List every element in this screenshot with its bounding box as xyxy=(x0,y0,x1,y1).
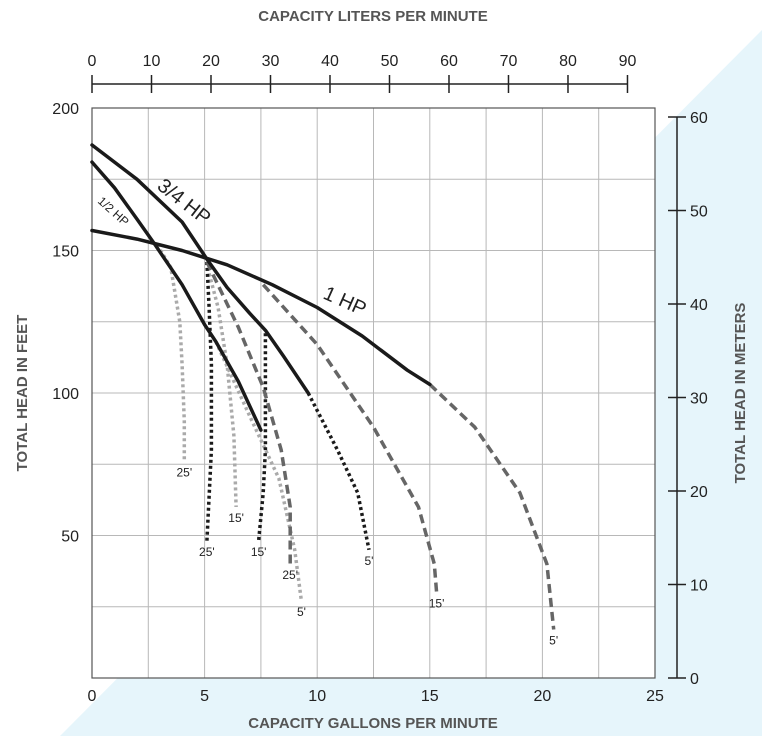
x-tick-label: 5 xyxy=(200,688,209,705)
top-tick-label: 40 xyxy=(321,53,339,70)
left-axis: 50 100 150 200 xyxy=(52,101,79,546)
y-axis-title-left: TOTAL HEAD IN FEET xyxy=(14,315,31,472)
extension-end-label: 15' xyxy=(228,511,244,525)
extension-end-label: 5' xyxy=(365,554,374,568)
extension-lines xyxy=(155,243,556,630)
extension-end-label: 25' xyxy=(199,545,215,559)
extension-line xyxy=(214,340,304,602)
extension-line xyxy=(261,283,439,593)
bottom-axis: 0 5 10 15 20 25 xyxy=(88,688,664,705)
top-tick-label: 70 xyxy=(500,53,518,70)
grid xyxy=(92,108,655,678)
extension-end-label: 25' xyxy=(177,465,193,479)
x-tick-label: 25 xyxy=(646,688,664,705)
right-tick-label: 10 xyxy=(690,577,708,594)
series-line xyxy=(90,228,432,387)
extension-line xyxy=(155,243,187,462)
right-tick-label: 50 xyxy=(690,203,708,220)
top-tick-label: 0 xyxy=(88,53,97,70)
y-tick-label: 200 xyxy=(52,101,79,118)
y-tick-label: 100 xyxy=(52,386,79,403)
series-line xyxy=(90,160,263,432)
y-tick-label: 50 xyxy=(61,529,79,546)
right-tick-label: 40 xyxy=(690,297,708,314)
extension-end-label: 15' xyxy=(251,545,267,559)
extension-line xyxy=(428,383,556,630)
extension-end-label: 15' xyxy=(429,597,445,611)
x-tick-label: 0 xyxy=(88,688,97,705)
top-tick-label: 10 xyxy=(143,53,161,70)
extension-line xyxy=(205,261,214,542)
right-tick-label: 60 xyxy=(690,110,708,127)
extension-line xyxy=(205,261,292,564)
extension-line xyxy=(256,333,268,542)
x-tick-label: 20 xyxy=(534,688,552,705)
top-axis: 0 10 20 30 40 50 60 70 80 90 xyxy=(88,53,637,93)
top-tick-label: 90 xyxy=(619,53,637,70)
extension-end-label: 5' xyxy=(549,634,558,648)
y-axis-title-right: TOTAL HEAD IN METERS xyxy=(732,303,749,484)
top-tick-label: 50 xyxy=(381,53,399,70)
x-axis-title-bottom: CAPACITY GALLONS PER MINUTE xyxy=(248,715,497,732)
series-lines xyxy=(90,143,432,432)
extension-line xyxy=(306,392,371,551)
top-tick-label: 30 xyxy=(262,53,280,70)
right-tick-label: 0 xyxy=(690,671,699,688)
plot-frame xyxy=(91,107,656,679)
top-tick-label: 20 xyxy=(202,53,220,70)
extension-end-label: 5' xyxy=(297,605,306,619)
right-tick-label: 30 xyxy=(690,390,708,407)
series-line xyxy=(90,143,310,395)
y-tick-label: 150 xyxy=(52,244,79,261)
top-tick-label: 60 xyxy=(440,53,458,70)
x-tick-label: 10 xyxy=(308,688,326,705)
x-axis-title-top: CAPACITY LITERS PER MINUTE xyxy=(258,8,487,25)
right-tick-label: 20 xyxy=(690,484,708,501)
x-tick-label: 15 xyxy=(421,688,439,705)
extension-end-labels: 25' 15' 5' 25' 15' 5' 25' 15' 5' xyxy=(177,465,559,647)
top-tick-label: 80 xyxy=(559,53,577,70)
right-axis: 0 10 20 30 40 50 60 xyxy=(668,110,708,688)
extension-end-label: 25' xyxy=(282,568,298,582)
